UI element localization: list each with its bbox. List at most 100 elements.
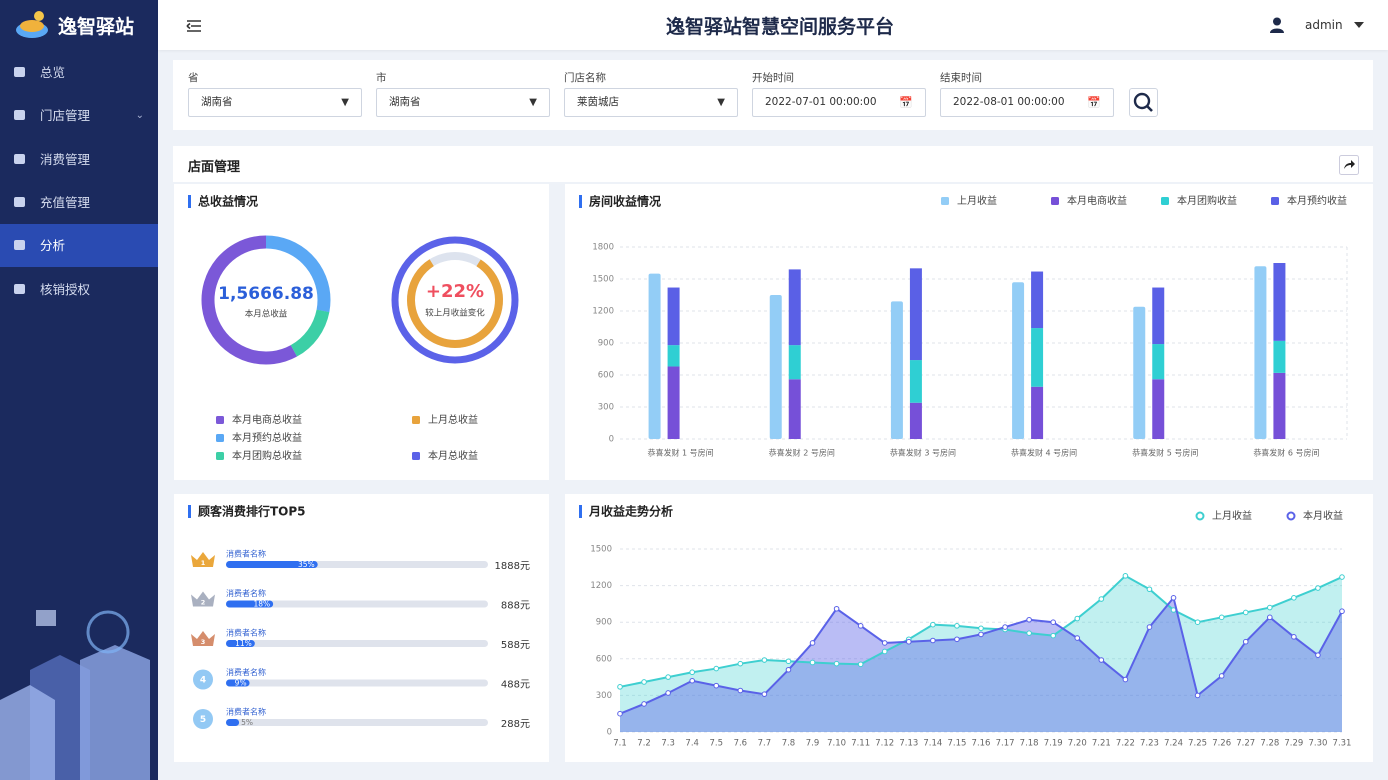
legend-marker [1161,197,1169,205]
menu-item[interactable]: 总览 [0,51,158,94]
rank-number: 4 [200,676,206,686]
y-tick-label: 600 [596,654,612,664]
user-caret[interactable] [1354,22,1364,28]
point [954,623,960,629]
chart-title: 房间收益情况 [589,194,661,209]
x-tick-label: 7.22 [1116,739,1135,749]
x-tick-label: 7.4 [685,739,699,749]
x-tick-label: 恭喜发财 6 号房间 [1253,448,1319,458]
share-button[interactable] [1339,155,1359,175]
menu-icon [14,283,25,294]
progress-bar [226,719,240,726]
x-tick-label: 恭喜发财 1 号房间 [647,448,713,458]
menu-label: 充值管理 [40,194,91,210]
change-caption: 较上月收益变化 [425,308,485,319]
amount-label: 488元 [501,680,530,691]
filter-field[interactable]: 2022-08-01 00:00:00 📅 [940,88,1114,117]
progress-track [226,679,488,687]
chart-title: 月收益走势分析 [588,504,673,519]
point [713,665,720,672]
user-name[interactable]: admin [1305,18,1343,32]
menu-item[interactable]: 门店管理 ⌄ [0,94,158,137]
point [617,710,623,717]
menu-label: 核销授权 [40,281,91,297]
amount-label: 888元 [501,601,530,612]
point [1122,573,1129,579]
menu-label: 门店管理 [40,108,91,124]
menu-toggle[interactable] [186,19,202,33]
point [1218,673,1225,679]
center-caption: 本月总收益 [245,309,288,320]
dropdown-caret: ▼ [341,97,349,108]
menu-item[interactable]: 核销授权 [0,268,158,311]
bar-segment [667,345,680,367]
search-icon[interactable] [1130,89,1157,116]
search-button[interactable] [1129,88,1158,117]
menu-item[interactable]: 消费管理 [0,138,158,181]
x-tick-label: 7.5 [710,739,724,749]
legend-marker [1271,197,1279,205]
legend-marker [412,452,420,460]
point [737,687,744,694]
progress-label: 9% [235,679,247,688]
x-tick-label: 7.12 [875,739,894,749]
legend-label: 本月电商总收益 [232,413,302,426]
menu-icon [14,240,25,251]
progress-bar [226,600,274,608]
menu-item[interactable]: 分析 [0,224,158,268]
x-tick-label: 7.9 [806,739,820,749]
point [833,660,840,667]
point [1146,586,1153,593]
legend-label: 本月预约总收益 [232,431,302,444]
y-tick-label: 0 [607,728,612,738]
filter-label: 开始时间 [752,72,794,84]
point [1050,619,1057,625]
chart-title: 总收益情况 [198,194,258,209]
amount-label: 588元 [501,640,530,651]
filter-field[interactable]: 湖南省 ▼ [188,88,362,117]
rank-badge [193,709,213,729]
room-panel: 房间收益情况 0 300 600 900 1200 1500 1800 上月收益 本月电商收益 本月… [565,184,1373,480]
donut-segment [201,235,331,365]
legend-label: 本月电商收益 [1067,194,1127,207]
point [1170,595,1177,601]
title-accent [188,505,191,518]
bar [890,301,903,439]
point [689,669,695,676]
y-tick-label: 900 [596,618,612,628]
point [1267,604,1273,611]
filter-field[interactable]: 莱茵城店 ▼ [564,88,738,117]
point [809,640,816,646]
point [761,657,768,663]
x-tick-label: 7.26 [1212,739,1231,749]
menu-label: 消费管理 [40,151,91,167]
menu-caret: ⌄ [135,110,144,122]
x-tick-label: 7.30 [1308,739,1327,749]
chart-title: 顾客消费排行TOP5 [198,504,306,519]
rank-number: 3 [201,638,206,646]
filter-field[interactable]: 2022-07-01 00:00:00 📅 [752,88,926,117]
bar-segment [667,287,680,346]
point [641,701,647,707]
legend-label: 本月预约收益 [1287,194,1347,207]
bar [648,273,661,439]
amount-label: 1888元 [495,561,530,572]
x-tick-label: 7.10 [827,739,846,749]
calendar-icon: 📅 [1087,96,1101,109]
section-bar: 店面管理 [173,146,1373,182]
legend-marker [216,416,224,424]
y-tick-label: 300 [596,691,612,701]
point [641,679,647,685]
filter-field[interactable]: 湖南省 ▼ [376,88,550,117]
point [954,636,960,643]
dropdown-caret: ▼ [529,97,537,108]
progress-bar [226,561,318,568]
bar-segment [1273,340,1286,373]
menu-item[interactable]: 充值管理 [0,181,158,224]
user-icon [1270,17,1284,33]
y-tick-label: 300 [598,403,614,413]
y-tick-label: 600 [598,371,614,381]
amount-label: 288元 [501,719,530,730]
x-tick-label: 7.7 [758,739,772,749]
x-tick-label: 7.6 [734,739,748,749]
